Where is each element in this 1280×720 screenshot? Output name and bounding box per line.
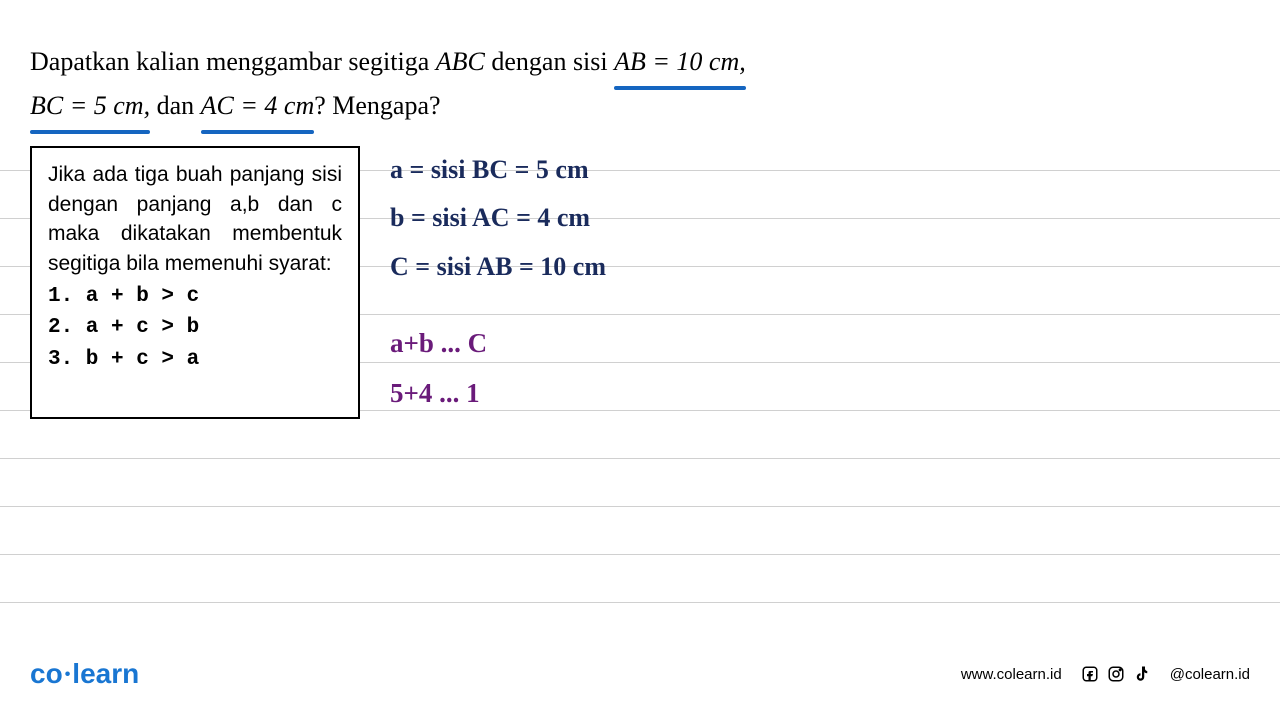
main-content: Jika ada tiga buah panjang sisi dengan p…	[30, 146, 1250, 418]
underline-ac: AC = 4 cm	[201, 84, 315, 128]
navy-line-1: a = sisi BC = 5 cm	[390, 146, 1250, 194]
question-mid1: dengan sisi	[485, 47, 614, 76]
logo-part1: co	[30, 658, 63, 689]
navy-line-3: C = sisi AB = 10 cm	[390, 243, 1250, 291]
theory-rules: 1. a + b > c 2. a + c > b 3. b + c > a	[48, 282, 342, 374]
handwritten-navy-block: a = sisi BC = 5 cm b = sisi AC = 4 cm C …	[390, 146, 1250, 290]
question-prefix: Dapatkan kalian menggambar segitiga	[30, 47, 436, 76]
footer: co•learn www.colearn.id	[0, 658, 1280, 690]
tiktok-icon	[1132, 664, 1152, 684]
social-handle: @colearn.id	[1170, 666, 1250, 683]
navy-line-2: b = sisi AC = 4 cm	[390, 194, 1250, 242]
website-url: www.colearn.id	[961, 666, 1062, 683]
footer-right: www.colearn.id @colearn.	[961, 664, 1250, 684]
ac-value: AC = 4 cm	[201, 91, 315, 120]
logo-part2: learn	[72, 658, 139, 689]
bc-value: BC = 5 cm,	[30, 91, 150, 120]
logo-dot: •	[65, 666, 71, 683]
handwritten-purple-block: a+b ... C 5+4 ... 1	[390, 319, 1250, 419]
theory-box: Jika ada tiga buah panjang sisi dengan p…	[30, 146, 360, 418]
question-mid2: dan	[150, 91, 201, 120]
question-abc: ABC	[436, 47, 485, 76]
content-area: Dapatkan kalian menggambar segitiga ABC …	[0, 0, 1280, 419]
purple-line-1: a+b ... C	[390, 319, 1250, 369]
ab-value: AB = 10 cm,	[614, 47, 746, 76]
instagram-icon	[1106, 664, 1126, 684]
question-text: Dapatkan kalian menggambar segitiga ABC …	[30, 40, 1250, 128]
facebook-icon	[1080, 664, 1100, 684]
underline-bc: BC = 5 cm,	[30, 84, 150, 128]
underline-ab: AB = 10 cm,	[614, 40, 746, 84]
social-icons	[1080, 664, 1152, 684]
brand-logo: co•learn	[30, 658, 139, 690]
rule-3: 3. b + c > a	[48, 345, 342, 374]
handwritten-area: a = sisi BC = 5 cm b = sisi AC = 4 cm C …	[390, 146, 1250, 418]
question-suffix: ? Mengapa?	[314, 91, 440, 120]
theory-intro: Jika ada tiga buah panjang sisi dengan p…	[48, 160, 342, 278]
rule-1: 1. a + b > c	[48, 282, 342, 311]
purple-line-2: 5+4 ... 1	[390, 369, 1250, 419]
rule-2: 2. a + c > b	[48, 313, 342, 342]
